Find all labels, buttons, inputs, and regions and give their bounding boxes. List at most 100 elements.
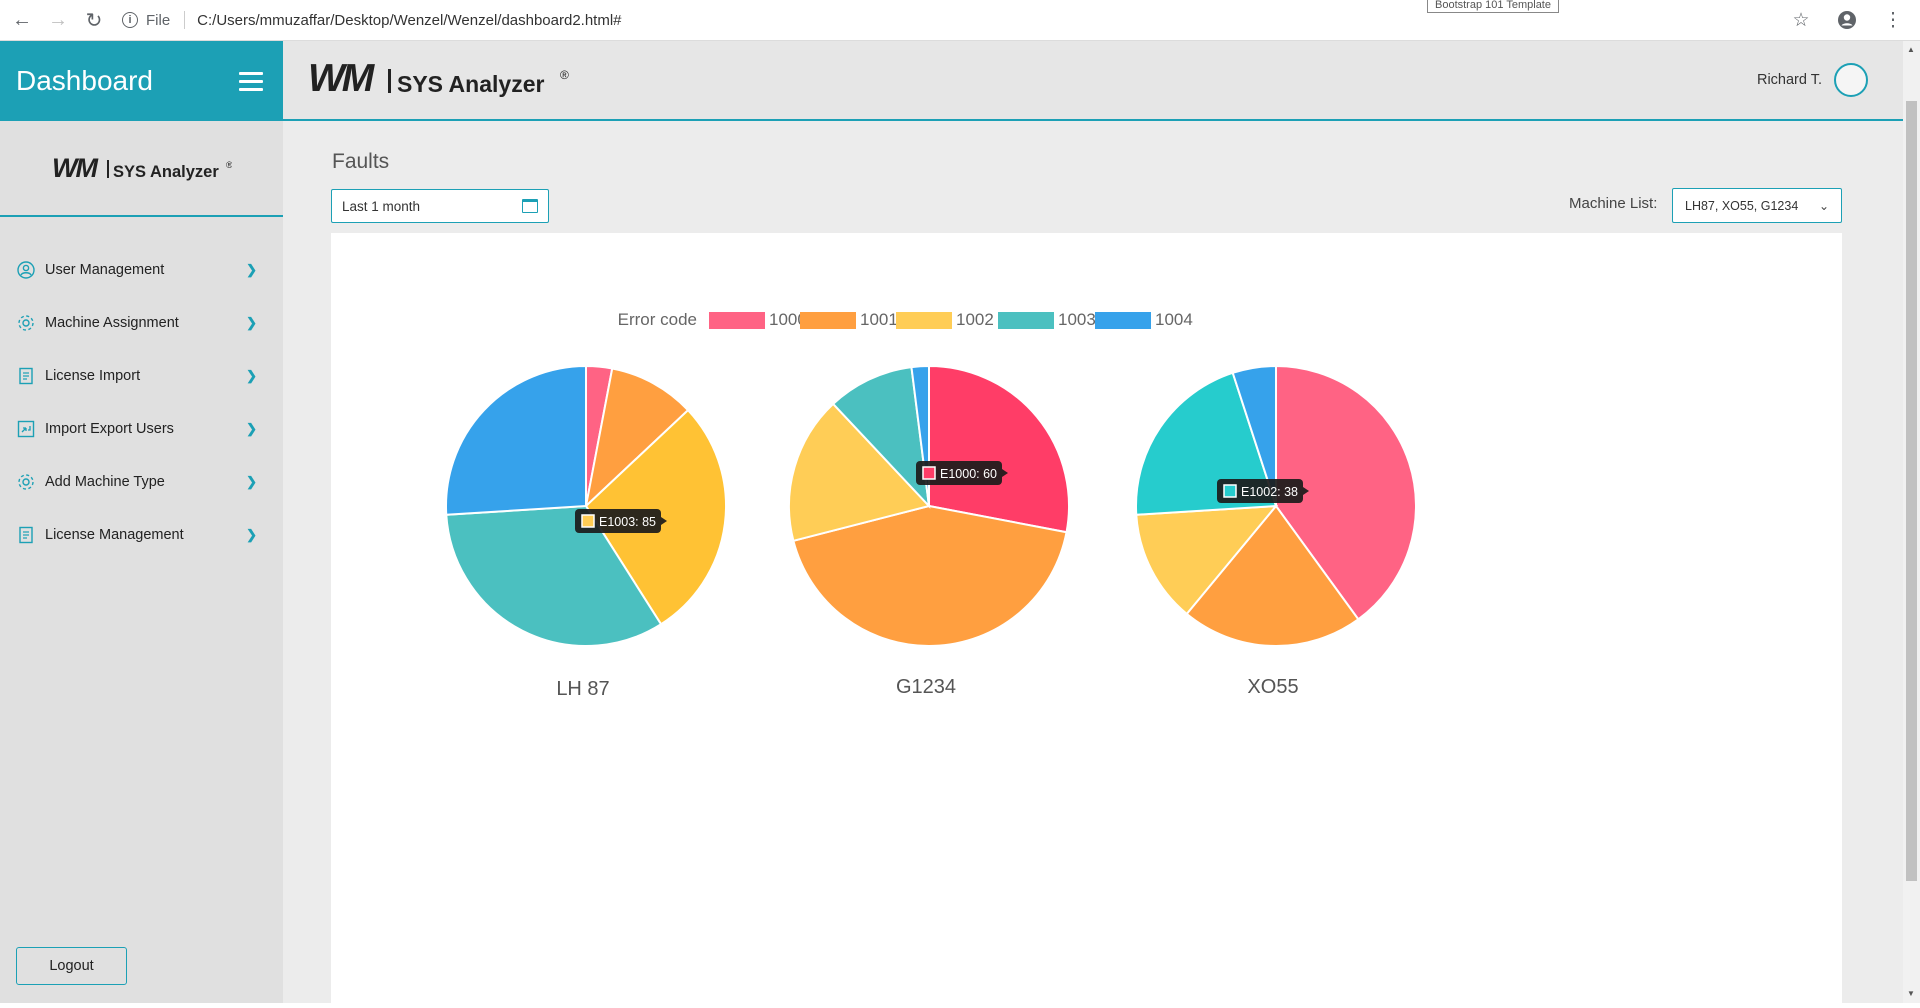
pie-slice [1275,364,1417,621]
faults-chart-card: Error code 1000 1001 1002 1003 1004 LH 87 E100… [331,233,1842,1003]
sidebar-item-label: License Import [45,367,141,384]
legend-label: 1000 [769,310,807,329]
reload-icon[interactable]: ↻ [85,9,103,32]
sidebar-item-label: Add Machine Type [45,473,165,490]
user-menu[interactable]: Richard T. [1757,63,1868,97]
svg-text:SYS Analyzer: SYS Analyzer [397,71,544,97]
date-range-picker[interactable]: Last 1 month [331,189,549,223]
import-export-icon [16,419,35,438]
chevron-right-icon: ❯ [246,526,257,542]
svg-text:SYS Analyzer: SYS Analyzer [113,163,219,181]
tooltip-caret [1002,469,1008,477]
sidebar-item-label: Import Export Users [45,420,174,437]
legend-swatch [1095,312,1151,329]
chevron-right-icon: ❯ [246,314,257,330]
sidebar-item-import-export-users[interactable]: Import Export Users ❯ [0,402,283,455]
sidebar-item-machine-assignment[interactable]: Machine Assignment ❯ [0,296,283,349]
sidebar-item-label: License Management [45,526,184,543]
sidebar-logo: WM SYS Analyzer ® [0,121,283,217]
forward-icon[interactable]: → [48,8,68,31]
tooltip-box [1217,479,1303,503]
tooltip-text: E1003: 85 [599,515,656,529]
logout-button[interactable]: Logout [16,947,127,985]
bookmark-star-icon[interactable]: ☆ [1792,9,1810,31]
pie-chart: LH 87 E1003: 85 [445,364,727,700]
pie-slice [792,504,1068,647]
chart-tooltip: E1000: 60 [916,461,1008,485]
address-bar[interactable]: i File C:/Users/mmuzaffar/Desktop/Wenzel… [122,5,1842,35]
scrollbar-thumb[interactable] [1906,101,1917,881]
machine-list-label: Machine List: [1569,195,1658,212]
back-icon[interactable]: ← [12,8,32,31]
file-scheme-label: File [146,11,171,29]
chevron-right-icon: ❯ [246,367,257,383]
pie-slice [1185,504,1360,647]
url-text[interactable]: C:/Users/mmuzaffar/Desktop/Wenzel/Wenzel… [197,11,622,29]
tooltip-box [916,461,1002,485]
legend-swatch [800,312,856,329]
user-circle-icon [16,260,35,279]
pie-slice [445,504,663,647]
pie-slice [445,364,587,516]
scroll-up-icon[interactable]: ▲ [1907,45,1915,54]
sidebar-item-label: Machine Assignment [45,314,179,331]
browser-menu-icon[interactable]: ⋮ [1883,9,1903,31]
pie-slice [1231,364,1277,507]
pie-chart: G1234 E1000: 60 [788,364,1070,698]
tooltip-swatch [922,466,936,480]
svg-text:®: ® [226,160,232,170]
pie-slice [788,402,931,543]
sidebar-item-add-machine-type[interactable]: Add Machine Type ❯ [0,455,283,508]
sidebar-item-label: User Management [45,261,165,278]
document-icon [16,525,35,544]
faults-charts: Error code 1000 1001 1002 1003 1004 LH 87 E100… [445,310,1417,700]
wm-logo: WM SYS Analyzer ® [52,153,232,183]
machine-list-select[interactable]: LH87, XO55, G1234 ⌄ [1672,188,1842,223]
sidebar-item-license-import[interactable]: License Import ❯ [0,349,283,402]
account-icon[interactable] [1834,7,1860,33]
info-icon[interactable]: i [122,12,138,28]
page-scrollbar[interactable]: ▲ ▼ [1903,41,1920,1003]
tooltip-caret [1303,487,1309,495]
tooltip-text: E1002: 38 [1241,485,1298,499]
sidebar-header: Dashboard [0,41,283,121]
main-content: Faults Last 1 month Machine List: LH87, … [283,121,1903,1003]
hamburger-menu-icon[interactable] [239,71,263,91]
address-divider [184,11,186,29]
pie-slice [831,365,931,509]
legend-swatch [709,312,765,329]
pie-slice [928,364,1070,534]
gear-icon [16,313,35,332]
tooltip-swatch [581,514,595,528]
avatar[interactable] [1834,63,1868,97]
chart-legend: Error code 1000 1001 1002 1003 1004 [618,310,1193,329]
pie-chart-label: LH 87 [556,678,609,700]
machine-list-value: LH87, XO55, G1234 [1685,198,1799,213]
pie-slice [584,367,690,509]
pie-chart-label: XO55 [1247,676,1298,698]
sidebar-title: Dashboard [16,65,153,96]
wm-logo: WM SYS Analyzer ® [308,57,569,100]
app-header: WM SYS Analyzer ® Richard T. [283,41,1903,121]
date-range-value: Last 1 month [342,198,421,214]
chevron-right-icon: ❯ [246,473,257,489]
tooltip-text: E1000: 60 [940,467,997,481]
header-logo: WM SYS Analyzer ® [308,57,578,104]
pie-chart: XO55 E1002: 38 [1135,364,1417,698]
browser-toolbar: ← → ↻ i File C:/Users/mmuzaffar/Desktop/… [0,0,1920,41]
gear-icon [16,472,35,491]
legend-swatch [896,312,952,329]
tooltip-swatch [1223,484,1237,498]
chevron-right-icon: ❯ [246,261,257,277]
legend-label: 1001 [860,310,898,329]
legend-title: Error code [618,310,697,329]
svg-text:WM: WM [52,153,98,183]
legend-label: 1002 [956,310,994,329]
sidebar-item-user-management[interactable]: User Management ❯ [0,243,283,296]
pie-slice [1135,504,1279,616]
scroll-down-icon[interactable]: ▼ [1907,989,1915,998]
tooltip-caret [661,517,667,525]
sidebar-item-license-management[interactable]: License Management ❯ [0,508,283,561]
legend-label: 1003 [1058,310,1096,329]
chevron-right-icon: ❯ [246,420,257,436]
